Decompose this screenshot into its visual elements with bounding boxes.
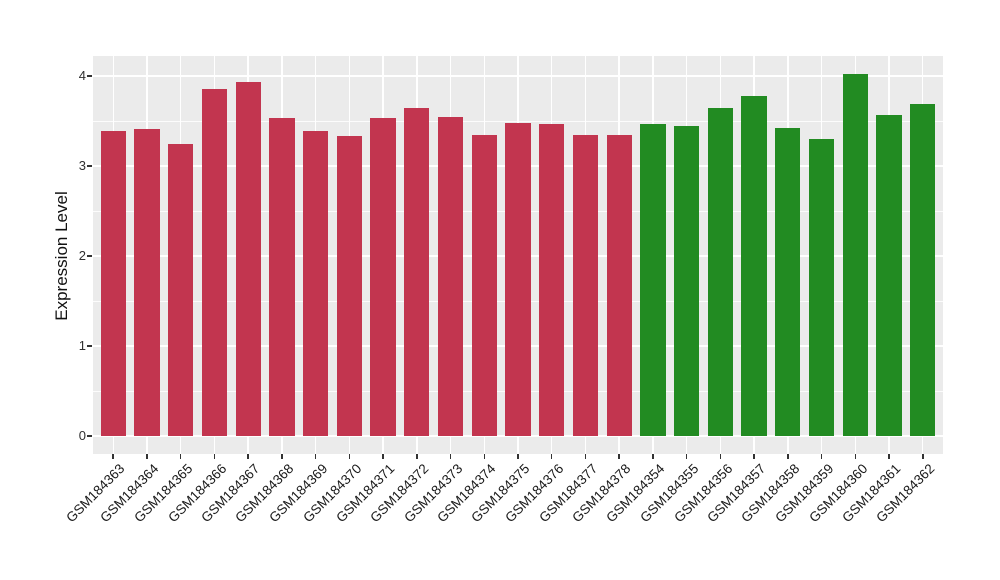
y-tick-label: 3: [78, 158, 86, 173]
y-tick-label: 2: [78, 248, 86, 263]
x-tick-mark: [550, 454, 553, 459]
x-tick-mark: [146, 454, 148, 459]
bar-GSM184356: [707, 107, 734, 436]
bar-GSM184359: [808, 139, 835, 436]
x-tick-mark: [179, 454, 182, 459]
x-tick-mark: [753, 454, 755, 459]
y-tick-label: 1: [78, 338, 86, 353]
plot-panel: [93, 56, 943, 454]
x-tick-mark: [247, 454, 249, 459]
x-tick-mark: [685, 454, 688, 459]
y-tick-mark: [87, 165, 92, 167]
bar-GSM184366: [201, 88, 228, 436]
x-tick-mark: [382, 454, 384, 459]
bar-GSM184362: [910, 103, 936, 436]
x-tick-mark: [517, 454, 519, 459]
bar-GSM184364: [134, 129, 160, 436]
y-tick-label: 4: [78, 68, 86, 83]
x-tick-mark: [719, 454, 722, 459]
bar-GSM184375: [505, 122, 531, 436]
bar-GSM184368: [269, 118, 295, 436]
y-tick-mark: [87, 75, 92, 77]
bar-GSM184369: [302, 130, 329, 436]
x-tick-mark: [820, 454, 823, 459]
bar-GSM184355: [674, 125, 700, 436]
x-tick-mark: [618, 454, 620, 459]
x-tick-mark: [652, 454, 654, 459]
bar-GSM184374: [471, 135, 497, 436]
x-tick-mark: [449, 454, 452, 459]
y-tick-mark: [87, 255, 92, 257]
x-tick-mark: [787, 454, 789, 459]
x-tick-mark: [888, 454, 890, 459]
y-tick-label: 0: [78, 428, 86, 443]
x-tick-mark: [854, 454, 857, 459]
y-tick-mark: [87, 435, 92, 437]
x-tick-mark: [483, 454, 486, 459]
bar-GSM184371: [370, 118, 396, 436]
x-tick-mark: [281, 454, 283, 459]
bar-GSM184357: [741, 95, 767, 436]
bar-GSM184372: [404, 107, 430, 436]
x-tick-mark: [416, 454, 418, 459]
x-tick-mark: [112, 454, 114, 459]
x-tick-mark: [213, 454, 216, 459]
x-tick-mark: [314, 454, 317, 459]
x-tick-mark: [348, 454, 351, 459]
x-tick-mark: [584, 454, 587, 459]
bar-GSM184370: [336, 136, 362, 436]
bar-GSM184360: [842, 74, 868, 436]
bar-GSM184365: [168, 143, 194, 436]
bar-GSM184378: [606, 134, 632, 436]
bar-GSM184361: [876, 114, 902, 436]
bar-GSM184376: [539, 123, 565, 436]
bar-GSM184373: [437, 116, 464, 436]
x-tick-mark: [922, 454, 924, 459]
bars-layer: [93, 56, 943, 454]
y-tick-mark: [87, 345, 92, 347]
bar-GSM184367: [235, 82, 261, 436]
bar-GSM184358: [775, 128, 801, 436]
bar-GSM184377: [572, 135, 599, 436]
bar-GSM184354: [640, 123, 666, 436]
bar-GSM184363: [100, 130, 126, 436]
